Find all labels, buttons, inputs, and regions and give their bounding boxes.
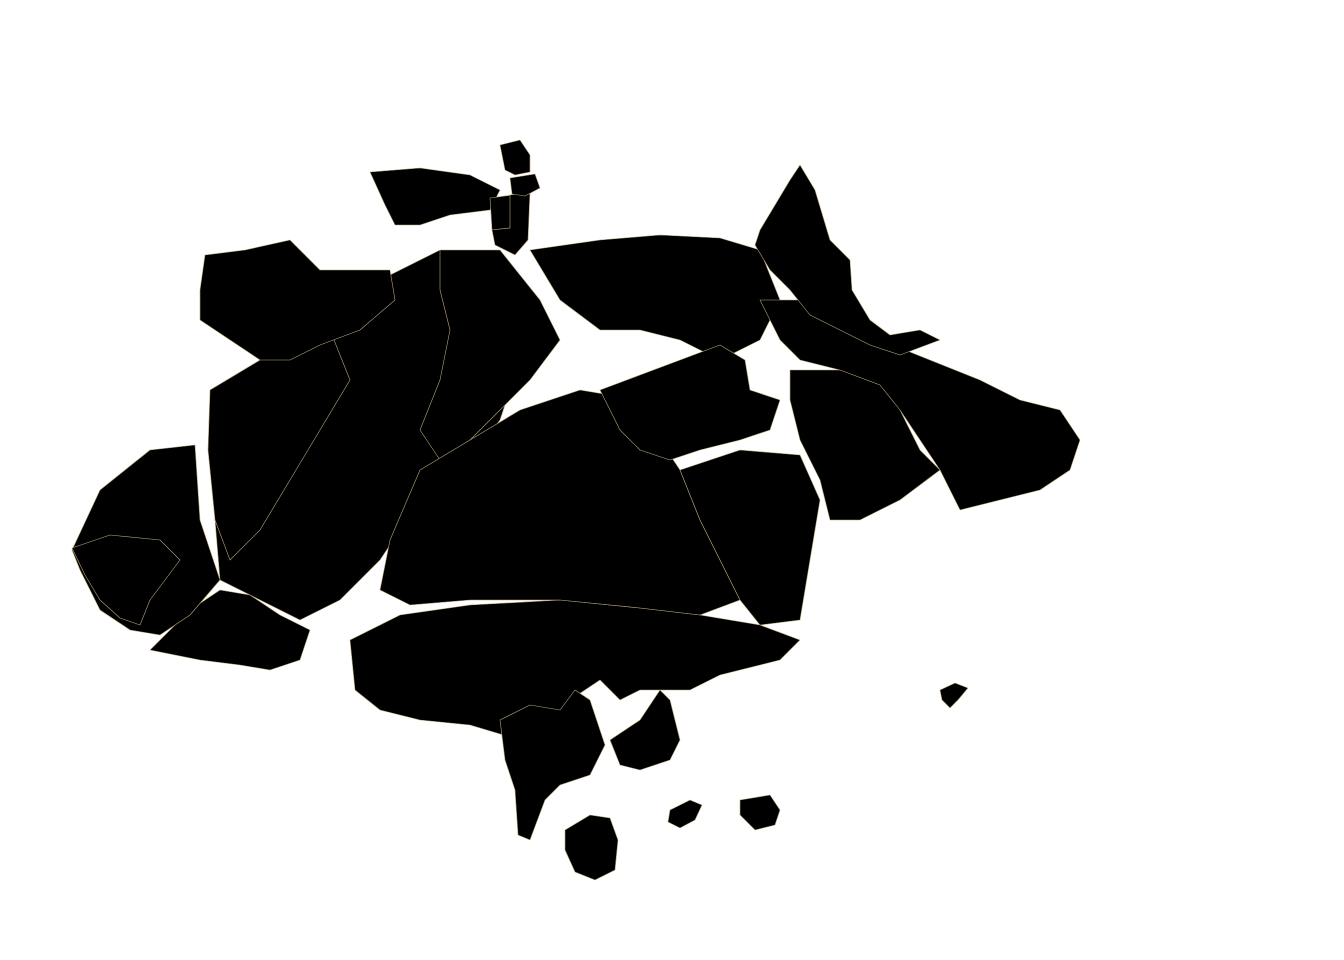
- region-marajo-coast: [754, 164, 941, 356]
- region-amapa-east: [509, 173, 541, 197]
- region-acre-south: [71, 534, 181, 626]
- region-southern-patches: [499, 689, 606, 841]
- region-para-north: [529, 234, 781, 361]
- region-amapa-orange: [491, 191, 531, 256]
- region-amapa-north: [499, 139, 531, 176]
- region-southern-patches-c: [739, 794, 781, 831]
- region-tocantins: [679, 449, 821, 626]
- region-roraima-west: [369, 167, 501, 226]
- legend-color-bar: [1222, 156, 1246, 884]
- region-southern-patches-b: [609, 689, 681, 771]
- region-east-island-blue: [939, 682, 969, 709]
- region-amapa-red: [489, 194, 513, 231]
- region-south-east-teal: [667, 799, 703, 829]
- region-para-east-hotspot: [599, 344, 781, 461]
- region-south-orange: [564, 814, 619, 881]
- region-amazonas-northwest: [199, 239, 396, 361]
